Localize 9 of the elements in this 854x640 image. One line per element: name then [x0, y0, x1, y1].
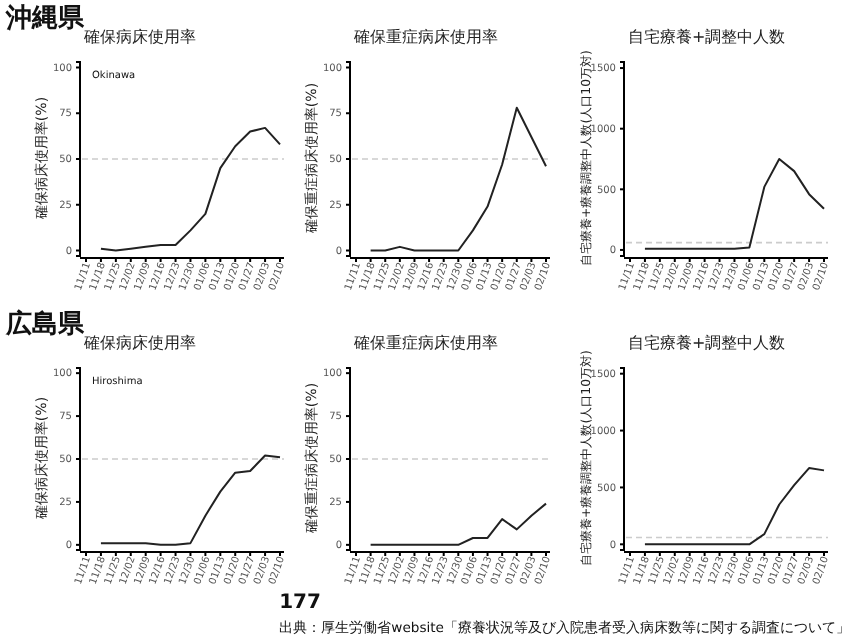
text: 沖縄県: [4, 4, 86, 34]
chart-title: 自宅療養+調整中人数: [628, 28, 786, 46]
chart-title: 自宅療養+調整中人数: [628, 334, 786, 352]
chart-title: 確保病床使用率: [82, 28, 196, 46]
chart-title: 確保病床使用率: [82, 334, 196, 352]
chart-title: 確保重症病床使用率: [352, 334, 498, 352]
chart-title: 確保重症病床使用率: [352, 28, 498, 46]
text: 広島県: [4, 308, 86, 340]
text: 177: [279, 592, 321, 614]
